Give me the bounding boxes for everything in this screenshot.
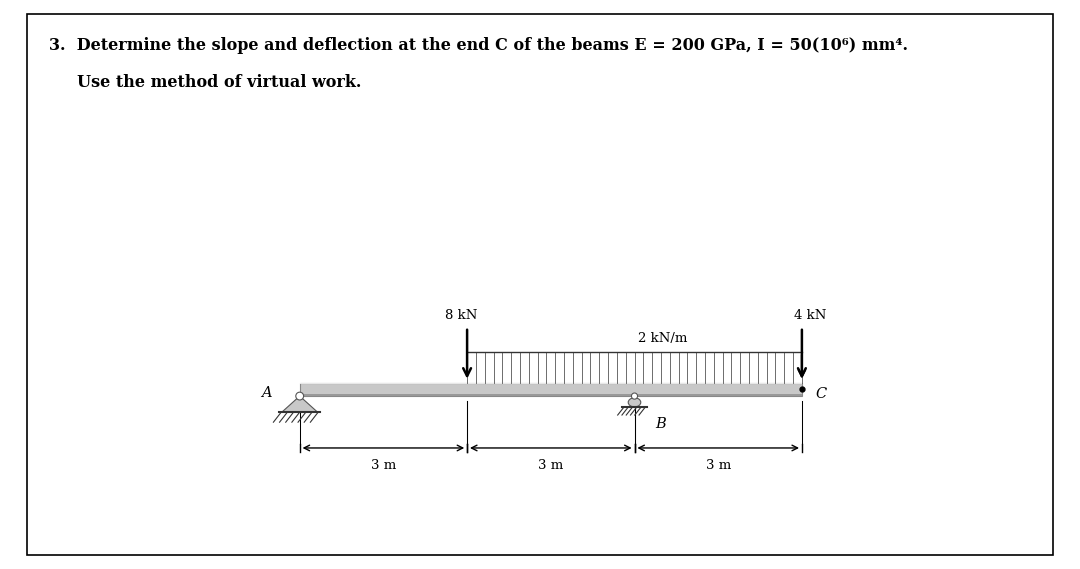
Text: 3 m: 3 m xyxy=(538,459,564,472)
Text: A: A xyxy=(261,386,272,400)
Polygon shape xyxy=(282,396,318,412)
Text: 2 kN/m: 2 kN/m xyxy=(637,332,687,345)
Circle shape xyxy=(632,393,637,399)
Text: B: B xyxy=(656,417,666,431)
Text: 3 m: 3 m xyxy=(370,459,396,472)
Bar xyxy=(300,383,801,396)
Text: C: C xyxy=(815,387,827,401)
Bar xyxy=(300,394,801,396)
Ellipse shape xyxy=(629,398,640,407)
Text: 3 m: 3 m xyxy=(705,459,731,472)
Text: 8 kN: 8 kN xyxy=(445,310,477,323)
Text: Use the method of virtual work.: Use the method of virtual work. xyxy=(49,74,361,91)
Text: 3.  Determine the slope and deflection at the end C of the beams E = 200 GPa, I : 3. Determine the slope and deflection at… xyxy=(49,37,907,54)
Bar xyxy=(300,383,801,384)
Circle shape xyxy=(296,392,303,400)
Text: 4 kN: 4 kN xyxy=(794,310,826,323)
